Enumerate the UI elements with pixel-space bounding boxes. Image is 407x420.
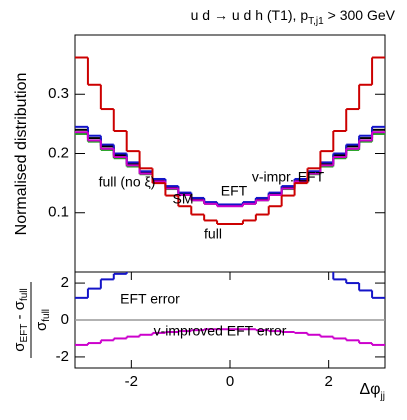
series-label: SM bbox=[173, 191, 194, 207]
series-label: EFT error bbox=[120, 291, 180, 307]
y-tick-label: 0 bbox=[61, 311, 69, 328]
x-tick-label: -2 bbox=[125, 373, 138, 390]
series-label: v-impr. EFT bbox=[252, 169, 325, 185]
ratio-y-label: σEFT - σfull σfull bbox=[11, 282, 52, 358]
chart-title: u d → u d h (T1), pT,j1 > 300 GeV bbox=[191, 7, 396, 27]
series-label: v-improved EFT error bbox=[154, 323, 287, 339]
series-label: EFT bbox=[221, 183, 248, 199]
ratio-label-numerator: σEFT - σfull bbox=[11, 288, 30, 352]
series-group bbox=[75, 272, 385, 346]
y-tick-label: 0.1 bbox=[48, 204, 69, 221]
series-label: full (no ξ) bbox=[99, 174, 156, 190]
series-label: full bbox=[204, 226, 222, 242]
y-tick-label: 0.2 bbox=[48, 144, 69, 161]
y-axis-label: Normalised distribution bbox=[13, 73, 30, 236]
x-tick-label: 2 bbox=[324, 373, 332, 390]
ratio-label-denominator: σfull bbox=[33, 309, 52, 331]
y-tick-label: 2 bbox=[61, 274, 69, 291]
x-axis-label: Δφjj bbox=[359, 381, 385, 401]
x-tick-label: 0 bbox=[226, 373, 234, 390]
series-group bbox=[75, 56, 385, 226]
y-tick-label: 0.3 bbox=[48, 85, 69, 102]
y-tick-label: -2 bbox=[56, 348, 69, 365]
